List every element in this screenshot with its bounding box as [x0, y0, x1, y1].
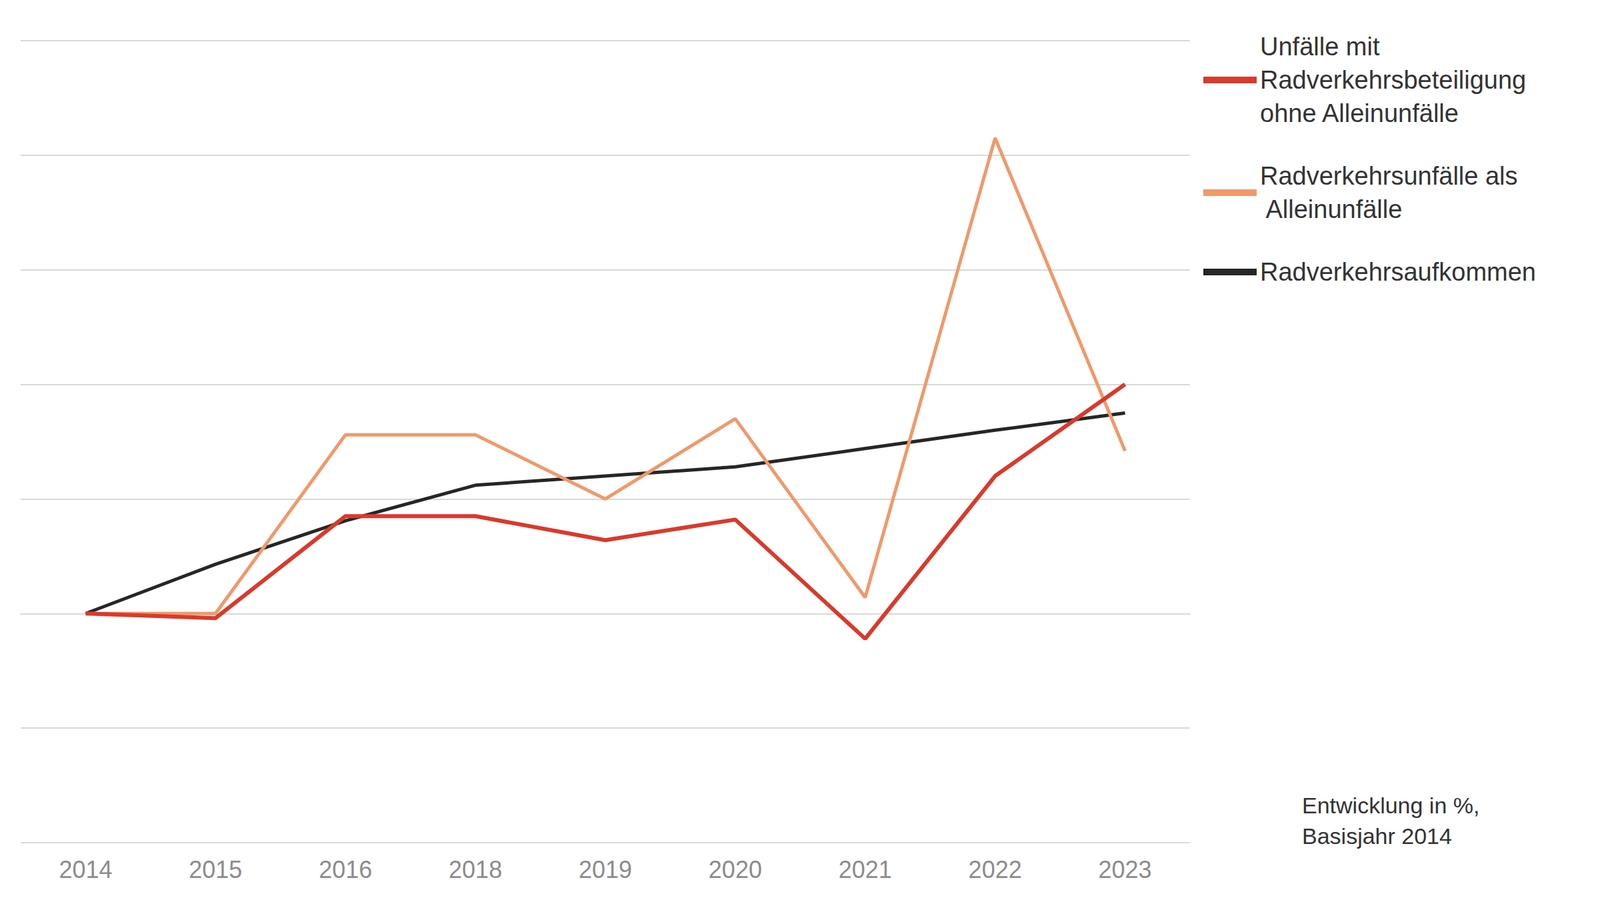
svg-text:2020: 2020 [708, 856, 762, 884]
svg-text:2015: 2015 [188, 856, 242, 884]
svg-text:Radverkehrsbeteiligung: Radverkehrsbeteiligung [1260, 66, 1534, 94]
svg-text:2018: 2018 [448, 856, 502, 884]
svg-text:Entwicklung in %,: Entwicklung in %, [1302, 792, 1486, 818]
svg-text:2014: 2014 [58, 856, 112, 884]
svg-text:Radverkehrsunfälle als: Radverkehrsunfälle als [1260, 162, 1518, 190]
svg-text:2019: 2019 [578, 856, 632, 884]
svg-text:Alleinunfälle: Alleinunfälle [1260, 195, 1402, 224]
svg-text:Basisjahr 2014: Basisjahr 2014 [1302, 823, 1452, 849]
svg-text:2022: 2022 [968, 856, 1022, 884]
svg-text:ohne Alleinunfälle: ohne Alleinunfälle [1260, 99, 1459, 128]
svg-text:Unfälle mit: Unfälle mit [1260, 32, 1387, 61]
svg-text:Radverkehrsaufkommen: Radverkehrsaufkommen [1260, 258, 1536, 286]
svg-text:2016: 2016 [318, 856, 372, 884]
svg-text:2023: 2023 [1098, 856, 1152, 884]
svg-text:2021: 2021 [838, 856, 892, 884]
